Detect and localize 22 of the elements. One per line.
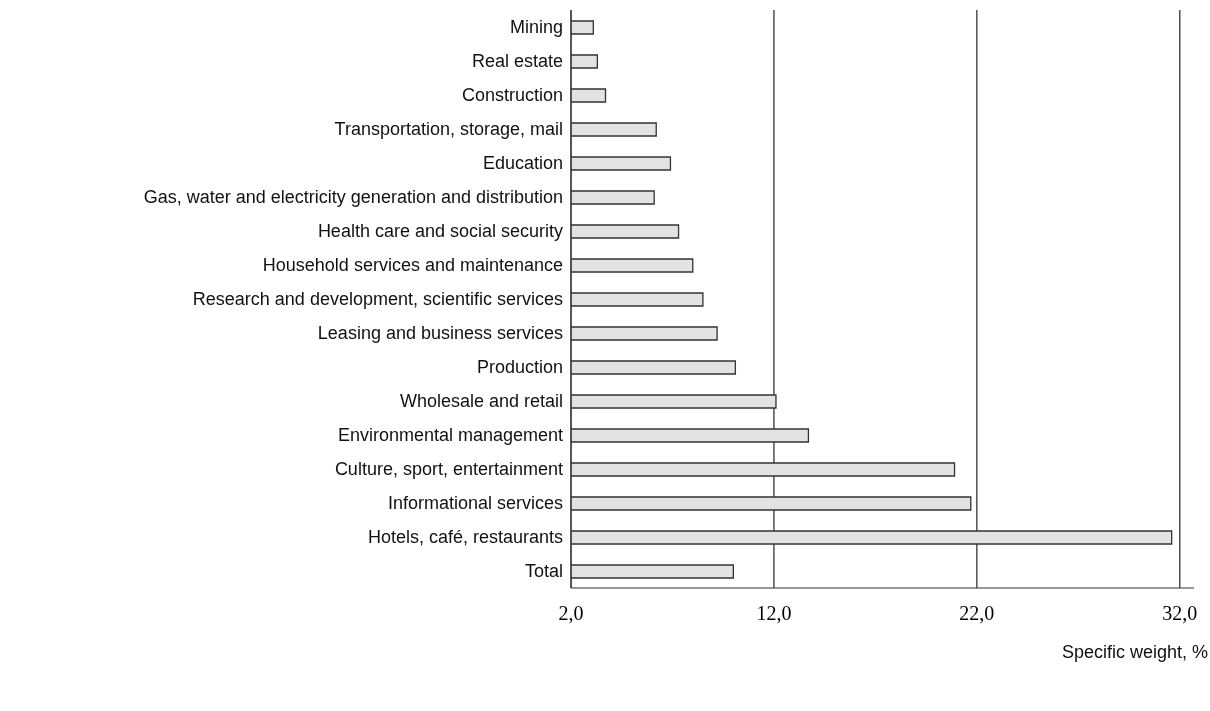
y-tick-label: Culture, sport, entertainment [334,459,563,480]
y-tick-label: Gas, water and electricity generation and distribution [143,187,563,208]
y-tick-label: Hotels, café, restaurants [367,527,563,548]
y-tick-label: Environmental management [337,425,563,446]
x-tick-label: 32,0 [1162,602,1198,625]
y-tick-label: Real estate [471,51,563,72]
y-tick-label: Transportation, storage, mail [334,119,563,140]
y-tick-label: Health care and social security [317,221,563,242]
y-tick-label: Research and development, scientific services [192,289,563,310]
y-tick-label: Total [524,561,563,582]
y-tick-label: Mining [509,17,563,38]
y-tick-label: Wholesale and retail [399,391,563,412]
x-tick-label: 22,0 [959,602,995,625]
y-tick-label: Construction [461,85,563,106]
y-tick-label: Household services and maintenance [262,255,563,276]
y-tick-label: Leasing and business services [317,323,563,344]
y-tick-label: Informational services [387,493,563,514]
x-axis-title: Specific weight, % [1060,642,1208,663]
x-tick-label: 2,0 [558,602,584,625]
y-tick-label: Education [482,153,563,174]
x-tick-label: 12,0 [756,602,792,625]
y-tick-label: Production [476,357,563,378]
